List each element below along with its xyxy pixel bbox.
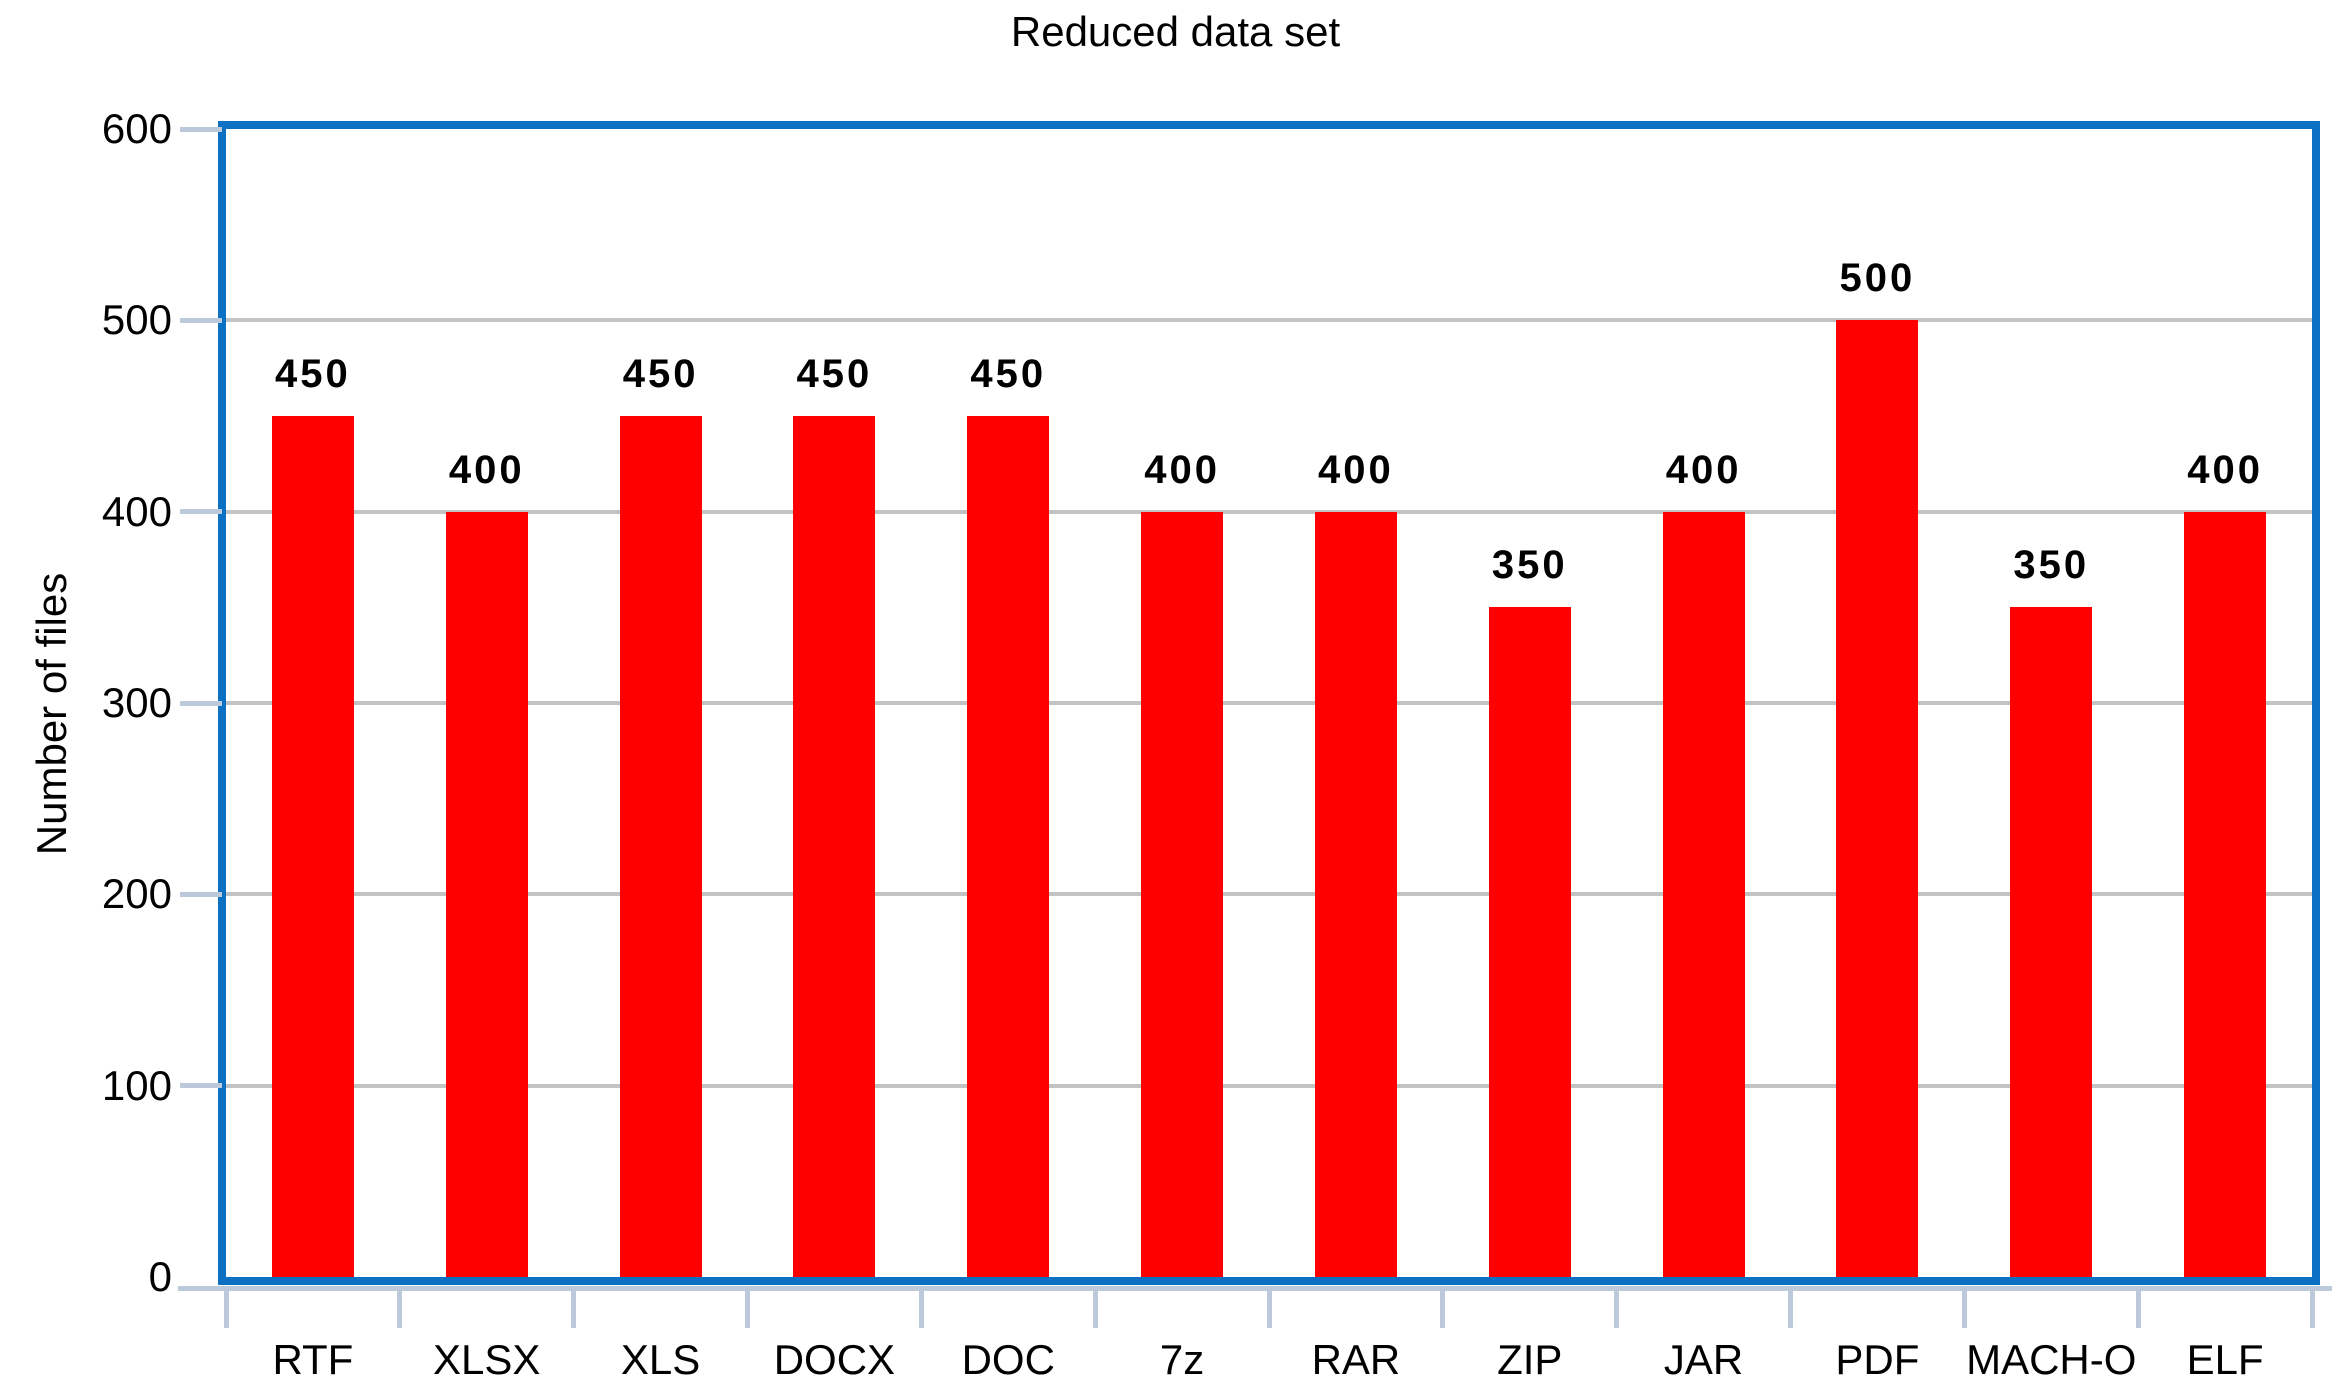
x-axis-tick-5 [1092, 1286, 1098, 1328]
bar-value-label-jar: 400 [1665, 447, 1742, 492]
x-axis-label-xlsx: XLSX [433, 1336, 541, 1383]
x-axis-tick-10 [1961, 1286, 1967, 1328]
bar-zip [1488, 607, 1571, 1277]
y-axis-tick-300 [180, 700, 222, 706]
bar-value-label-doc: 450 [970, 352, 1047, 396]
x-axis-tick-3 [745, 1286, 750, 1328]
bar-value-label-docx: 450 [796, 352, 873, 396]
x-axis-tick-4 [918, 1286, 924, 1328]
x-axis-label-docx: DOCX [773, 1336, 896, 1383]
y-axis-label-400: 400 [101, 487, 172, 535]
bar-7z [1141, 511, 1224, 1277]
gridline-400 [226, 509, 2312, 514]
gridline-500 [226, 318, 2312, 323]
bar-elf [2184, 511, 2267, 1277]
y-axis-tick-400 [180, 509, 222, 515]
bar-mach-o [2010, 607, 2093, 1277]
y-axis-label-200: 200 [101, 870, 172, 918]
y-axis-tick-200 [180, 891, 222, 897]
bar-value-label-rar: 400 [1318, 447, 1394, 492]
x-axis-baseline [178, 1286, 2332, 1291]
y-axis-tick-100 [180, 1083, 222, 1089]
bar-value-label-7z: 400 [1144, 447, 1220, 492]
x-axis-tick-6 [1266, 1286, 1272, 1328]
y-axis-label-300: 300 [101, 679, 172, 726]
bar-docx [793, 416, 876, 1277]
bar-value-label-elf: 400 [2187, 447, 2263, 492]
x-axis-tick-1 [397, 1286, 403, 1328]
gridline-100 [226, 1083, 2312, 1088]
x-axis-label-rtf: RTF [272, 1336, 354, 1383]
x-axis-tick-12 [2309, 1286, 2315, 1328]
bar-value-label-zip: 350 [1491, 543, 1568, 588]
y-axis-label-500: 500 [101, 296, 172, 344]
bar-value-label-xlsx: 400 [448, 447, 525, 492]
bar-rar [1314, 511, 1397, 1277]
bar-value-label-xls: 450 [622, 352, 699, 396]
bar-jar [1662, 511, 1745, 1277]
bar-xlsx [445, 511, 528, 1277]
bar-rtf [271, 416, 354, 1277]
bar-value-label-pdf: 500 [1839, 256, 1916, 301]
bar-pdf [1836, 320, 1919, 1277]
y-axis-tick-500 [180, 317, 222, 323]
x-axis-label-7z: 7z [1159, 1336, 1205, 1383]
x-axis-tick-8 [1614, 1286, 1620, 1328]
y-axis-tick-600 [180, 126, 222, 132]
bar-xls [619, 416, 702, 1277]
y-axis-label-0: 0 [148, 1253, 172, 1300]
x-axis-label-jar: JAR [1663, 1336, 1744, 1383]
x-axis-label-zip: ZIP [1497, 1336, 1563, 1383]
gridline-300 [226, 701, 2312, 705]
plot-area: 450 400 450 450 450 400 400 350 400 500 350 400 [218, 121, 2320, 1285]
gridline-200 [226, 892, 2312, 897]
x-axis-tick-2 [571, 1286, 577, 1328]
x-axis-label-doc: DOC [961, 1336, 1055, 1383]
x-axis-tick-7 [1440, 1286, 1446, 1328]
bar-value-label-rtf: 450 [275, 352, 351, 396]
x-axis-label-mach-o: MACH-O [1966, 1336, 2137, 1383]
x-axis-tick-9 [1788, 1286, 1793, 1328]
x-axis-label-pdf: PDF [1835, 1336, 1920, 1383]
chart-title: Reduced data set [1010, 8, 1341, 55]
y-axis-label-600: 600 [101, 105, 172, 152]
bar-value-label-mach-o: 350 [2013, 543, 2090, 588]
bar-doc [967, 416, 1050, 1277]
x-axis-tick-0 [223, 1286, 229, 1328]
x-axis-tick-11 [2135, 1286, 2141, 1328]
x-axis-label-xls: XLS [620, 1336, 701, 1383]
x-axis-label-rar: RAR [1311, 1336, 1401, 1383]
x-axis-label-elf: ELF [2186, 1336, 2264, 1383]
y-axis-label-100: 100 [101, 1061, 172, 1109]
